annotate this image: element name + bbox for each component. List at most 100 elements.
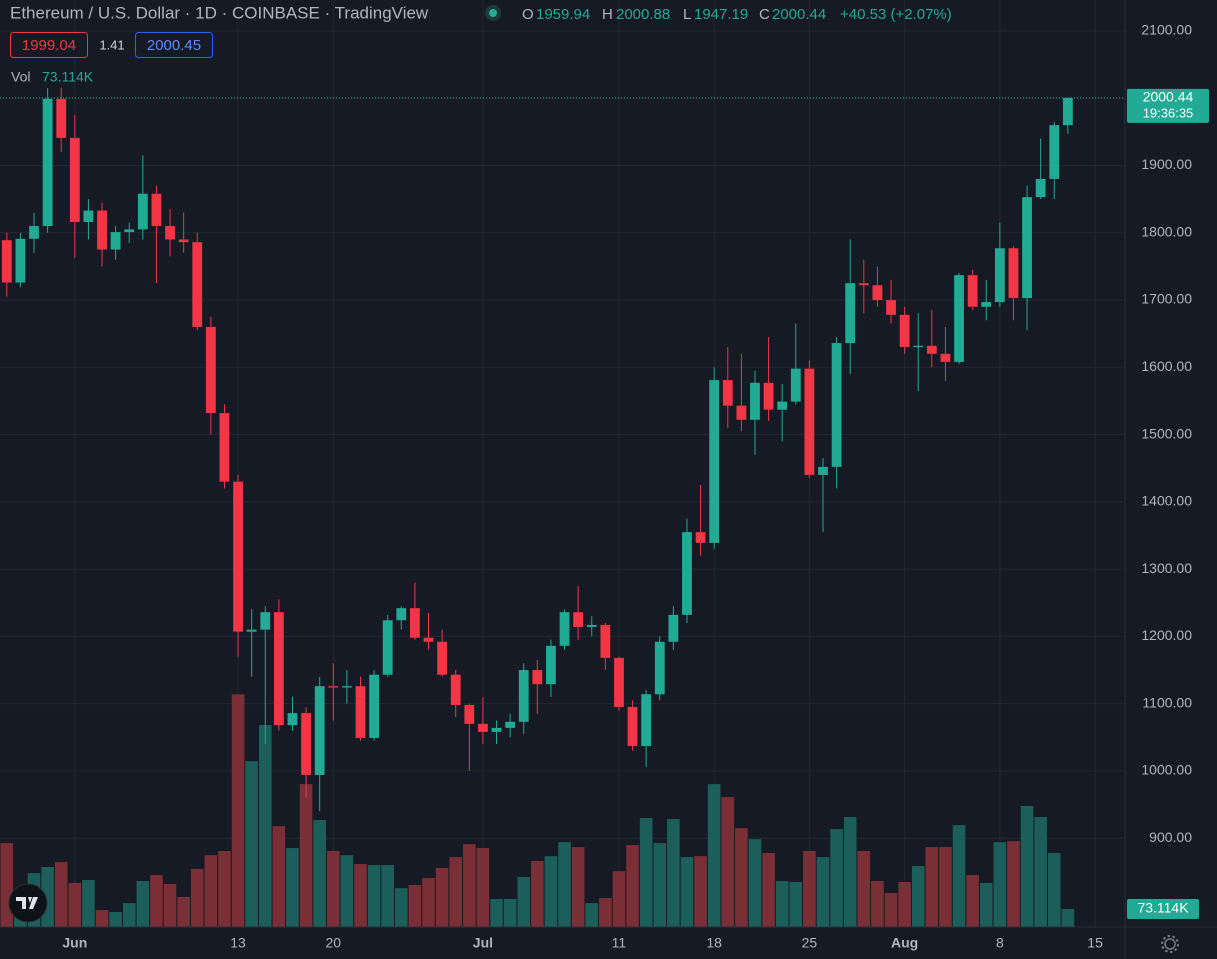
candle-body — [260, 612, 271, 630]
candle-body — [314, 686, 325, 775]
candle-body — [124, 229, 135, 233]
candle-body — [1008, 248, 1019, 299]
candle-body — [940, 353, 951, 362]
candle-body — [695, 532, 706, 543]
candle-body — [83, 210, 94, 222]
candle-body — [614, 657, 624, 708]
candle-body — [641, 694, 652, 747]
axes: 2100.002000.001900.001800.001700.001600.… — [0, 22, 1209, 951]
volume-bar — [463, 844, 476, 927]
volume-bar — [775, 880, 789, 927]
candle-body — [763, 382, 774, 410]
ask-box[interactable] — [135, 32, 213, 58]
candle-body — [341, 686, 352, 688]
candle-body — [178, 239, 189, 243]
volume-bar — [272, 826, 286, 927]
volume-bar — [354, 864, 367, 927]
candles — [1, 87, 1073, 812]
last-price: 2000.44 — [1143, 89, 1194, 105]
candle-body — [301, 713, 311, 775]
volume-bar — [422, 878, 435, 927]
volume-bar — [54, 862, 68, 927]
header: Ethereum / U.S. Dollar · 1D · COINBASE ·… — [10, 3, 952, 85]
volume-bar — [748, 839, 762, 927]
y-tick-label: 1700.00 — [1141, 291, 1192, 307]
y-tick-label: 1600.00 — [1141, 358, 1192, 374]
volume-bar — [408, 884, 422, 927]
candle-body — [69, 137, 80, 222]
volume-bar — [286, 848, 299, 927]
candle-body — [165, 226, 175, 240]
legend-label: C — [759, 6, 770, 23]
legend-change: +40.53 (+2.07%) — [840, 6, 952, 23]
volume-bar — [163, 883, 177, 927]
volume-bar — [109, 911, 122, 927]
bid-box[interactable] — [10, 32, 88, 58]
volume-bar — [694, 856, 707, 927]
x-tick-label: Aug — [891, 935, 918, 951]
volume-bar — [939, 847, 952, 927]
volume-bar — [68, 882, 82, 927]
candle-body — [709, 380, 720, 543]
candle-body — [913, 345, 924, 348]
settings-icon[interactable] — [1161, 935, 1179, 953]
candle-body — [926, 345, 937, 354]
volume-bar — [82, 880, 95, 927]
volume-bar — [313, 819, 326, 927]
candle-body — [1022, 197, 1032, 299]
volume-bar — [626, 845, 639, 927]
candle-body — [97, 210, 107, 250]
spread: 1.41 — [99, 37, 124, 52]
candle-body — [845, 283, 856, 344]
volume-bar — [898, 881, 911, 927]
legend-label: L — [683, 6, 691, 23]
volume-bars — [0, 694, 1075, 927]
candle-body — [831, 343, 842, 467]
candle-body — [151, 193, 162, 227]
y-tick-label: 2100.00 — [1141, 22, 1192, 38]
candle-body — [532, 670, 543, 685]
candle-body — [668, 614, 679, 642]
volume-bar — [95, 910, 109, 927]
volume-bar — [245, 761, 258, 927]
candle-body — [450, 674, 461, 706]
candle-body — [586, 624, 597, 627]
candle-body — [192, 242, 203, 327]
candle-body — [505, 721, 516, 728]
volume-bar — [599, 897, 612, 927]
candle-body — [518, 670, 529, 722]
tv-logo[interactable] — [8, 883, 48, 923]
candle-body — [464, 705, 475, 724]
volume-bar — [476, 848, 490, 927]
candle-body — [954, 275, 964, 362]
volume-bar — [517, 877, 531, 927]
candle-body — [478, 723, 488, 732]
chart-title: Ethereum / U.S. Dollar · 1D · COINBASE ·… — [10, 3, 429, 22]
candle-body — [369, 674, 379, 738]
logo-circle[interactable] — [8, 883, 48, 923]
candle-body — [1062, 97, 1073, 126]
volume-bar — [1047, 852, 1061, 927]
volume-bar — [830, 829, 843, 927]
x-tick-label: 11 — [612, 935, 627, 951]
volume-bar — [911, 865, 925, 927]
candle-body — [1, 240, 12, 283]
candle-body — [1035, 178, 1046, 198]
candle-body — [600, 624, 611, 658]
volume-bar — [871, 880, 884, 927]
volume-bar — [558, 842, 571, 927]
candle-body — [355, 686, 366, 738]
legend-value: 2000.88 — [616, 6, 670, 23]
candle-body — [437, 641, 448, 675]
volume-bar — [952, 825, 966, 927]
candle-body — [546, 645, 556, 685]
candle-body — [246, 629, 257, 632]
candle-body — [559, 612, 570, 646]
gear[interactable] — [1164, 938, 1176, 950]
volume-bar — [190, 868, 204, 927]
x-tick-label: 25 — [802, 935, 818, 951]
volume-bar — [503, 898, 517, 927]
candle-body — [328, 686, 339, 688]
volume-bar — [435, 867, 449, 927]
